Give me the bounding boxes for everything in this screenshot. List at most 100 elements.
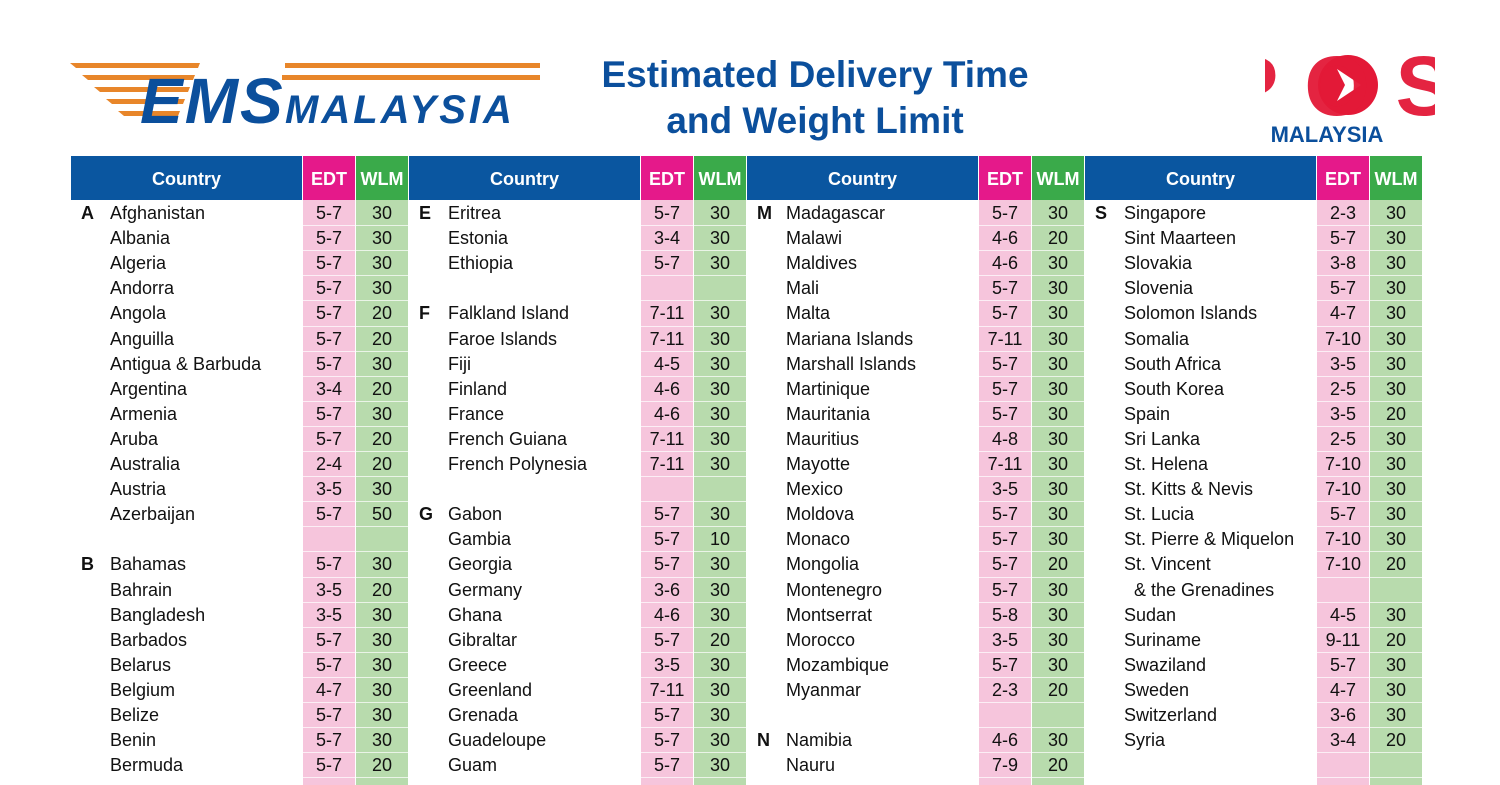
edt-value: 7-11 bbox=[987, 328, 1023, 349]
row-separator bbox=[1317, 325, 1422, 327]
edt-value: 3-5 bbox=[1329, 403, 1356, 424]
row-separator bbox=[1317, 300, 1422, 302]
row-separator bbox=[1317, 451, 1422, 452]
wlm-value: 30 bbox=[371, 629, 393, 650]
country-name: Monaco bbox=[786, 529, 851, 550]
row-separator bbox=[1317, 551, 1422, 553]
wlm-value: 30 bbox=[1385, 479, 1407, 500]
edt-value: 5-7 bbox=[991, 203, 1018, 223]
row-separator bbox=[1317, 225, 1422, 227]
edt-value: 5-7 bbox=[991, 504, 1018, 525]
wlm-value: 30 bbox=[371, 604, 393, 625]
header-cell: WLM bbox=[694, 156, 746, 200]
wlm-value: 20 bbox=[1385, 629, 1407, 650]
wlm-value: 20 bbox=[371, 378, 393, 399]
country-name: Aruba bbox=[110, 428, 159, 449]
country-name: Singapore bbox=[1124, 203, 1207, 223]
index-letter: A bbox=[81, 203, 94, 223]
header-cell: EDT bbox=[303, 156, 355, 200]
wlm-value: 30 bbox=[709, 654, 731, 675]
row-separator bbox=[641, 501, 746, 503]
row-separator bbox=[1317, 626, 1422, 628]
edt-value: 5-7 bbox=[653, 554, 680, 575]
country-name: Greece bbox=[448, 654, 508, 675]
edt-value: 5-7 bbox=[315, 278, 342, 299]
wlm-value: 30 bbox=[1047, 378, 1069, 399]
row-separator bbox=[641, 350, 746, 352]
edt-value: 5-7 bbox=[315, 654, 342, 675]
edt-value: 7-11 bbox=[649, 303, 685, 324]
wlm-value: 30 bbox=[1385, 604, 1407, 625]
edt-value: 9-11 bbox=[1325, 629, 1361, 650]
country-name: Benin bbox=[110, 730, 157, 751]
row-separator bbox=[1317, 400, 1422, 402]
edt-value: 7-10 bbox=[1324, 454, 1362, 474]
row-separator bbox=[979, 601, 1084, 603]
edt-value: 5-7 bbox=[653, 705, 680, 725]
ems-text: MALAYSIA bbox=[285, 88, 515, 132]
edt-value: 5-7 bbox=[315, 428, 342, 449]
wlm-value: 30 bbox=[1385, 504, 1407, 525]
wlm-value: 20 bbox=[371, 755, 393, 776]
row-separator bbox=[641, 601, 746, 603]
country-name: Malawi bbox=[786, 228, 843, 249]
country-name: Mali bbox=[786, 278, 820, 299]
row-separator bbox=[303, 576, 408, 578]
edt-value: 3-5 bbox=[991, 629, 1018, 650]
row-separator bbox=[979, 626, 1084, 628]
row-separator bbox=[303, 300, 408, 302]
country-name: Angola bbox=[110, 303, 167, 324]
row-separator bbox=[641, 250, 746, 252]
country-name: Sweden bbox=[1124, 679, 1190, 700]
wlm-value: 20 bbox=[371, 428, 393, 449]
header-cell: WLM bbox=[356, 156, 408, 200]
row-separator bbox=[641, 400, 746, 402]
country-name: Montenegro bbox=[786, 579, 883, 600]
row-separator bbox=[1317, 752, 1422, 754]
wlm-value: 30 bbox=[709, 228, 731, 249]
row-separator bbox=[1317, 702, 1422, 703]
edt-value: 7-10 bbox=[1324, 328, 1362, 349]
wlm-value: 20 bbox=[371, 579, 393, 600]
wlm-value: 30 bbox=[1047, 604, 1069, 625]
row-separator bbox=[641, 576, 746, 578]
edt-value: 5-7 bbox=[991, 579, 1018, 600]
wlm-value: 30 bbox=[1385, 529, 1407, 550]
row-separator bbox=[1317, 501, 1422, 503]
wlm-column bbox=[1370, 200, 1422, 785]
edt-value: 3-5 bbox=[653, 654, 680, 675]
row-separator bbox=[979, 425, 1084, 427]
wlm-value: 30 bbox=[1047, 328, 1069, 349]
country-name: Madagascar bbox=[786, 203, 886, 223]
row-separator bbox=[641, 325, 746, 327]
country-name: Anguilla bbox=[110, 328, 175, 349]
country-name: Slovenia bbox=[1124, 278, 1194, 299]
row-separator bbox=[1317, 601, 1422, 603]
edt-value: 2-5 bbox=[1329, 378, 1356, 399]
row-separator bbox=[979, 727, 1084, 729]
row-separator bbox=[303, 375, 408, 377]
edt-value: 5-7 bbox=[1329, 654, 1356, 675]
edt-value: 2-3 bbox=[1329, 203, 1356, 223]
edt-value: 3-6 bbox=[1329, 705, 1356, 725]
wlm-value: 20 bbox=[371, 454, 393, 474]
country-name: French Guiana bbox=[448, 428, 568, 449]
wlm-value: 30 bbox=[1047, 454, 1069, 474]
wlm-value: 30 bbox=[371, 278, 393, 299]
country-name: Mauritius bbox=[786, 428, 860, 449]
wlm-value: 30 bbox=[1385, 303, 1407, 324]
wlm-value: 30 bbox=[1047, 629, 1069, 650]
country-name: Eritrea bbox=[448, 203, 502, 223]
edt-value: 3-8 bbox=[1329, 253, 1356, 274]
edt-column bbox=[641, 200, 693, 785]
edt-value: 2-5 bbox=[1329, 428, 1356, 449]
row-separator bbox=[979, 651, 1084, 653]
edt-value: 4-6 bbox=[991, 253, 1018, 274]
row-separator bbox=[979, 676, 1084, 678]
row-separator bbox=[303, 626, 408, 628]
wlm-value: 20 bbox=[1385, 554, 1407, 575]
country-name: Falkland Island bbox=[448, 303, 570, 324]
row-separator bbox=[641, 551, 746, 553]
country-name: Mariana Islands bbox=[786, 328, 914, 349]
header-cell: WLM bbox=[1032, 156, 1084, 200]
